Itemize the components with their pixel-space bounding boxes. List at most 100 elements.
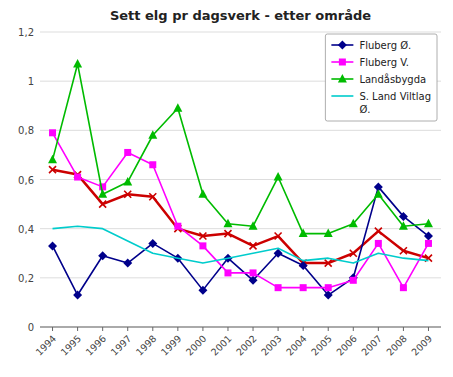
x-tick-label: 1999 (159, 333, 184, 358)
x-axis: 1994199519961997199819992000200120022003… (33, 327, 441, 358)
marker (325, 260, 332, 267)
series (49, 129, 432, 291)
x-tick (127, 327, 128, 331)
marker (198, 189, 207, 198)
chart: Sett elg pr dagsverk - etter område00,20… (0, 0, 453, 377)
legend-label-line: Fluberg Ø. (359, 40, 411, 51)
x-tick (353, 327, 354, 331)
legend-label-line: S. Land Viltlag (359, 91, 431, 102)
x-tick (177, 327, 178, 331)
marker (275, 284, 282, 291)
x-tick-label: 2000 (184, 333, 209, 358)
marker (249, 221, 258, 230)
x-tick (328, 327, 329, 331)
x-tick-label: 2002 (234, 333, 259, 358)
marker (123, 177, 132, 186)
marker (149, 193, 156, 200)
x-tick (227, 327, 228, 331)
marker (424, 232, 433, 241)
x-tick (77, 327, 78, 331)
legend-frame (325, 34, 437, 121)
marker (173, 103, 182, 112)
marker (49, 166, 56, 173)
x-tick-label: 2003 (259, 333, 284, 358)
legend-label: Fluberg Ø. (359, 40, 411, 51)
legend-items: Fluberg Ø. Fluberg V. Landåsbygda S. Land V… (331, 40, 431, 115)
x-tick-label: 2006 (334, 333, 359, 358)
marker (374, 189, 383, 198)
x-tick-label: 1994 (33, 333, 58, 358)
x-axis-line (40, 327, 441, 328)
x-tick (428, 327, 429, 331)
y-tick-label: 0 (28, 322, 34, 333)
x-tick (253, 327, 254, 331)
marker (149, 161, 156, 168)
x-tick-label: 2009 (409, 333, 434, 358)
x-tick-label: 2007 (359, 333, 384, 358)
marker (250, 242, 257, 249)
marker (299, 261, 308, 270)
marker (325, 284, 332, 291)
marker (74, 174, 81, 181)
x-tick-label: 2005 (309, 333, 334, 358)
marker (274, 172, 283, 181)
grid-line (40, 277, 441, 278)
legend-swatch (331, 95, 353, 97)
marker (224, 269, 231, 276)
x-tick (202, 327, 203, 331)
plot-area (48, 59, 433, 300)
marker (400, 247, 407, 254)
y-tick-label: 0,2 (18, 273, 34, 284)
marker (224, 230, 231, 237)
y-tick-label: 0,4 (18, 224, 34, 235)
marker (124, 149, 131, 156)
marker (399, 221, 408, 230)
marker (299, 229, 308, 238)
line (53, 187, 429, 295)
y-tick-label: 0,6 (18, 175, 34, 186)
legend-label: Landåsbygda (359, 73, 426, 85)
marker (375, 228, 382, 235)
x-tick (378, 327, 379, 331)
marker (424, 219, 433, 228)
marker (250, 269, 257, 276)
marker (49, 129, 56, 136)
marker (148, 239, 157, 248)
x-tick-label: 2001 (209, 333, 234, 358)
legend-label-line: Fluberg V. (359, 57, 409, 68)
series (48, 182, 433, 299)
marker (48, 241, 57, 250)
legend-marker (338, 74, 347, 83)
marker (300, 284, 307, 291)
y-tick-label: 1,2 (18, 27, 34, 38)
x-tick-label: 1995 (58, 333, 83, 358)
x-tick (278, 327, 279, 331)
grid-line (40, 327, 441, 328)
legend-label-line: Ø. (359, 104, 370, 115)
marker (48, 155, 57, 164)
marker (98, 189, 107, 198)
marker (350, 277, 357, 284)
marker (73, 59, 82, 68)
legend-marker (339, 59, 346, 66)
marker (400, 284, 407, 291)
x-tick-label: 1996 (83, 333, 108, 358)
marker (199, 233, 206, 240)
line (53, 226, 429, 263)
marker (249, 276, 258, 285)
x-tick (52, 327, 53, 331)
y-tick-label: 0,8 (18, 125, 34, 136)
marker (375, 240, 382, 247)
marker (98, 251, 107, 260)
series (53, 226, 429, 263)
legend-marker (338, 41, 347, 50)
x-tick (152, 327, 153, 331)
marker (124, 191, 131, 198)
line (53, 133, 429, 288)
marker (275, 233, 282, 240)
x-tick-label: 2008 (384, 333, 409, 358)
legend: Fluberg Ø. Fluberg V. Landåsbygda S. Land V… (325, 34, 437, 121)
marker (223, 219, 232, 228)
x-tick (403, 327, 404, 331)
marker (99, 201, 106, 208)
